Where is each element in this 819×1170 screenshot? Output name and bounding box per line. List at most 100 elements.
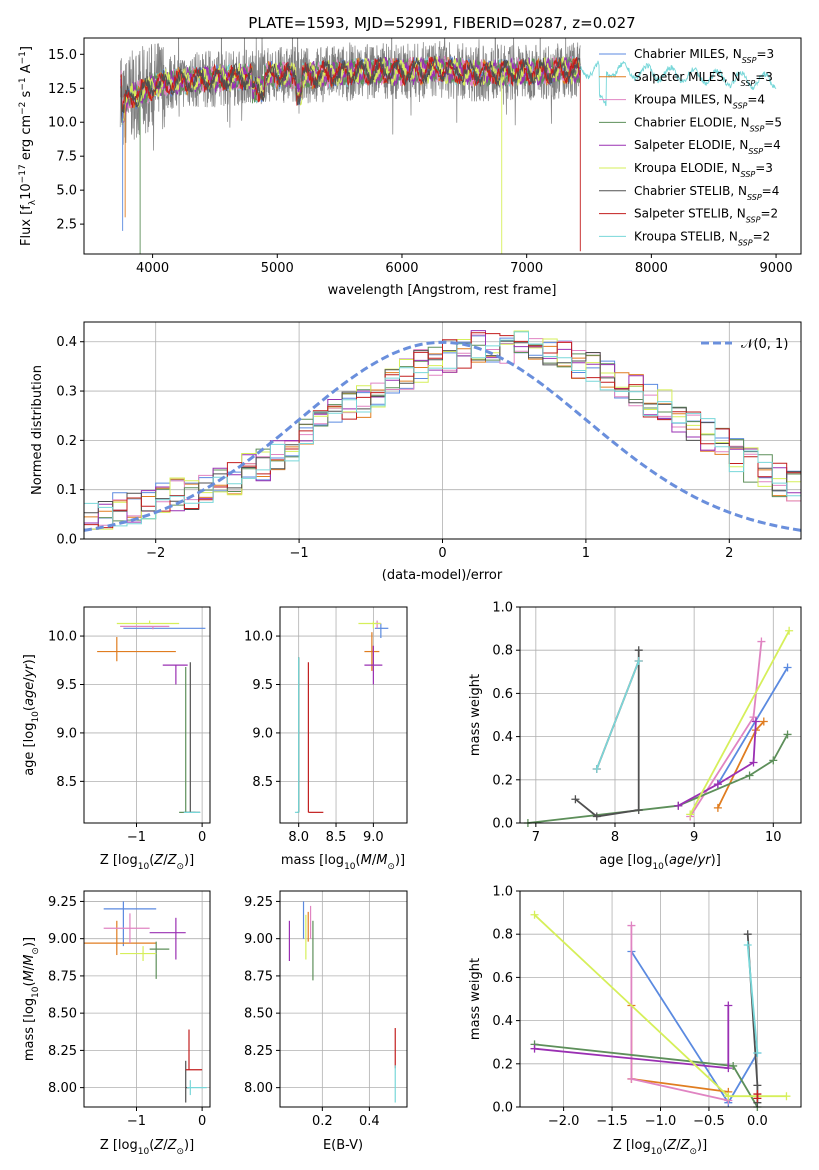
mass-vs-ebv-xlabel: E(B-V) <box>323 1138 363 1153</box>
y-tick-label: 8.50 <box>48 1007 77 1022</box>
spectrum-axes <box>83 37 802 255</box>
y-tick-label: 8.75 <box>48 969 77 984</box>
x-tick-label: 10 <box>765 830 782 845</box>
series-marker <box>783 730 792 739</box>
series-line <box>746 944 759 1054</box>
spectrum-ylabel: Flux [fλ10−17 erg cm−2 s−1 A−1] <box>18 46 38 246</box>
residual-axes <box>83 321 802 540</box>
x-tick-label: 8000 <box>635 261 668 276</box>
legend-label: Kroupa MILES, NSSP=4 <box>634 93 765 111</box>
weight-vs-z-ylabel: mass weight <box>468 958 483 1040</box>
spectrum-model-line <box>120 56 581 123</box>
series-line <box>574 650 640 818</box>
histogram-step <box>84 331 801 527</box>
spectrum-model-line <box>120 55 581 126</box>
y-tick-label: 0.0 <box>492 817 513 832</box>
y-tick-label: 8.5 <box>56 775 77 790</box>
y-tick-label: 2.5 <box>56 218 77 233</box>
y-tick-label: 8.25 <box>244 1044 273 1059</box>
legend-label: Kroupa ELODIE, NSSP=3 <box>634 161 773 179</box>
residual-xlabel: (data-model)/error <box>382 568 503 583</box>
normal-legend-label: 𝒩(0, 1) <box>741 337 788 352</box>
histogram-step <box>84 330 801 524</box>
y-tick-label: 0.2 <box>56 434 77 449</box>
legend-label: Chabrier ELODIE, NSSP=5 <box>634 115 782 132</box>
series-line <box>689 630 790 815</box>
y-tick-label: 0.3 <box>56 385 77 400</box>
legend-label: Chabrier MILES, NSSP=3 <box>634 47 774 65</box>
series-marker <box>713 803 722 812</box>
series-marker <box>571 795 580 804</box>
normal-legend: 𝒩(0, 1) <box>701 337 788 352</box>
x-tick-label: 1 <box>582 546 590 561</box>
age-vs-z-points <box>97 620 206 813</box>
y-tick-label: 9.00 <box>48 932 77 947</box>
series-marker <box>759 717 768 726</box>
weight-vs-z-xlabel: Z [log10(Z/Z⊙)] <box>613 1138 707 1157</box>
mass-vs-ebv-points <box>288 901 396 1103</box>
y-tick-label: 0.4 <box>492 730 513 745</box>
weight-vs-age-ylabel: mass weight <box>468 674 483 756</box>
y-tick-label: 10.0 <box>48 630 77 645</box>
x-tick-label: 8 <box>611 830 619 845</box>
x-tick-label: 0 <box>198 830 206 845</box>
y-tick-label: 0.2 <box>492 773 513 788</box>
series-marker <box>745 771 754 780</box>
residual-ylabel: Normed distribution <box>30 365 45 495</box>
legend-label: Chabrier STELIB, NSSP=4 <box>634 184 779 202</box>
y-tick-label: 10.0 <box>48 116 77 131</box>
x-tick-label: 5000 <box>261 261 294 276</box>
series-line <box>677 721 757 807</box>
spectrum-legend: Chabrier MILES, NSSP=3 Salpeter MILES, NS… <box>599 47 782 247</box>
series-line <box>534 1043 759 1108</box>
series-marker <box>713 780 722 789</box>
x-tick-label: 4000 <box>136 261 169 276</box>
x-tick-label: −1 <box>127 830 146 845</box>
series-marker <box>634 657 643 665</box>
x-tick-label: 0.0 <box>747 1114 768 1129</box>
series-marker <box>530 910 539 919</box>
x-tick-label: 9.0 <box>363 830 384 845</box>
series-marker <box>724 1092 733 1101</box>
y-tick-label: 1.0 <box>492 885 513 900</box>
y-tick-label: 9.5 <box>252 678 273 693</box>
age-vs-z-xlabel: Z [log10(Z/Z⊙)] <box>100 853 194 872</box>
spectrum-title: PLATE=1593, MJD=52991, FIBERID=0287, z=0… <box>248 14 635 32</box>
legend-label: Salpeter MILES, NSSP=3 <box>634 70 773 88</box>
mass-vs-ebv-axes <box>279 890 408 1108</box>
y-tick-label: 9.0 <box>56 726 77 741</box>
series-marker <box>724 1001 733 1010</box>
y-tick-label: 8.75 <box>244 969 273 984</box>
age-vs-mass-xlabel: mass [log10(M/M⊙)] <box>281 853 405 872</box>
x-tick-label: −0.5 <box>693 1114 725 1129</box>
x-tick-label: 7000 <box>510 261 543 276</box>
series-marker <box>674 801 683 810</box>
y-tick-label: 0.0 <box>56 533 77 548</box>
series-marker <box>592 812 601 821</box>
y-tick-label: 0.4 <box>492 1014 513 1029</box>
x-tick-label: −1 <box>290 546 309 561</box>
y-tick-label: 0.1 <box>56 483 77 498</box>
series-line <box>630 951 759 1105</box>
y-tick-label: 15.0 <box>48 48 77 63</box>
y-tick-label: 1.0 <box>492 601 513 616</box>
series-marker <box>627 921 636 930</box>
series-marker <box>785 626 794 635</box>
y-tick-label: 0.4 <box>56 335 77 350</box>
y-tick-label: 9.0 <box>252 726 273 741</box>
spectrum-xlabel: wavelength [Angstrom, rest frame] <box>328 283 557 298</box>
series-marker <box>686 810 695 819</box>
x-tick-label: 9 <box>690 830 698 845</box>
series-marker <box>530 1044 539 1053</box>
x-tick-label: 2 <box>725 546 733 561</box>
series-marker <box>634 806 643 815</box>
series-marker <box>769 756 778 765</box>
weight-vs-z-lines <box>530 910 791 1111</box>
series-marker <box>743 941 752 949</box>
series-line <box>630 925 729 1102</box>
y-tick-label: 8.00 <box>48 1081 77 1096</box>
y-tick-label: 8.25 <box>48 1044 77 1059</box>
legend-label: Kroupa STELIB, NSSP=2 <box>634 229 770 247</box>
series-marker <box>753 1049 762 1057</box>
